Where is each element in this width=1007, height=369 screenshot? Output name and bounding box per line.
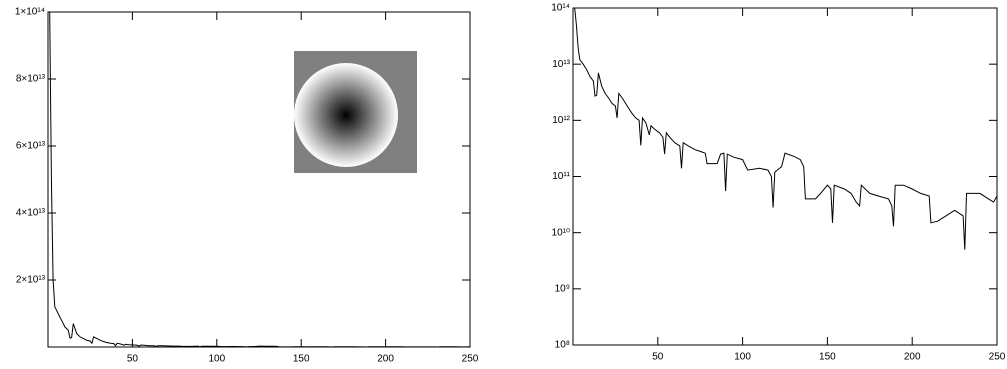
x-tick-label: 200 [377,354,394,365]
x-tick-label: 150 [819,352,836,363]
y-tick-label: 8×10¹³ [16,74,46,85]
y-tick-label: 4×10¹³ [16,208,46,219]
x-tick-label: 250 [462,354,479,365]
x-tick-label: 150 [293,354,310,365]
inset-disc [294,63,398,167]
x-tick-label: 50 [652,352,664,363]
y-tick-label: 10¹² [552,115,570,126]
data-line [575,8,997,250]
x-tick-label: 50 [127,354,139,365]
x-tick-label: 100 [734,352,751,363]
y-tick-label: 10⁸ [555,340,570,351]
plot-frame [573,8,997,345]
y-tick-label: 10⁹ [555,283,570,294]
y-tick-label: 10¹³ [552,59,570,70]
y-tick-label: 2×10¹³ [16,275,46,286]
y-tick-label: 6×10¹³ [16,141,46,152]
figure: 2×10¹³ 4×10¹³ 6×10¹³ 8×10¹³ 1×10¹⁴ 50 100 150 20… [0,0,1007,369]
x-tick-label: 200 [904,352,921,363]
x-tick-label: 100 [208,354,225,365]
x-tick-label: 250 [989,352,1006,363]
y-tick-label: 10¹¹ [552,171,570,182]
y-tick-label: 1×10¹⁴ [15,7,45,18]
y-tick-label: 10¹⁴ [551,3,570,14]
y-tick-label: 10¹⁰ [552,227,570,238]
